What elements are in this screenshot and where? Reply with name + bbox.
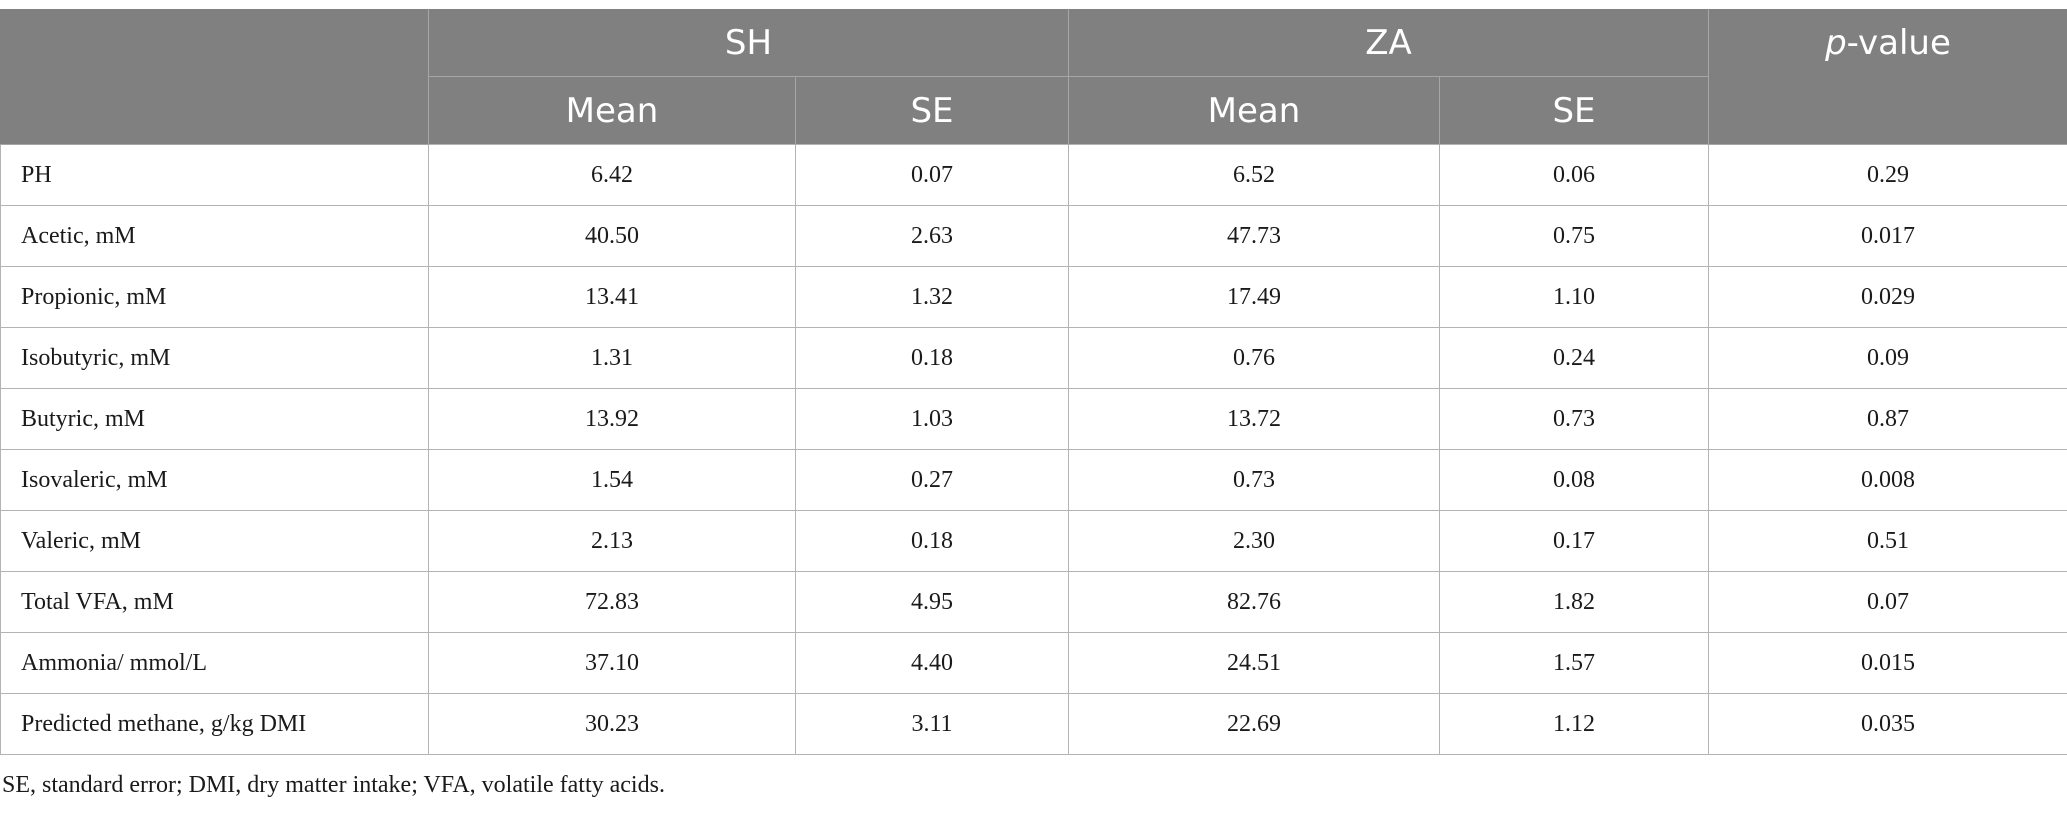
sh-se-cell: 0.07 (795, 144, 1069, 206)
sh-mean-cell: 37.10 (428, 632, 796, 694)
pvalue-cell: 0.008 (1708, 449, 2067, 511)
sh-se-cell: 0.18 (795, 327, 1069, 389)
row-label: Butyric, mM (0, 388, 429, 450)
row-label: Acetic, mM (0, 205, 429, 267)
table-row: Isobutyric, mM 1.31 0.18 0.76 0.24 0.09 (0, 327, 2067, 389)
table-row: Ammonia/ mmol/L 37.10 4.40 24.51 1.57 0.015 (0, 632, 2067, 694)
pvalue-cell: 0.017 (1708, 205, 2067, 267)
sh-mean-cell: 2.13 (428, 510, 796, 572)
sh-se-cell: 0.18 (795, 510, 1069, 572)
table-row: Valeric, mM 2.13 0.18 2.30 0.17 0.51 (0, 510, 2067, 572)
sh-se-cell: 4.40 (795, 632, 1069, 694)
table-row: Isovaleric, mM 1.54 0.27 0.73 0.08 0.008 (0, 449, 2067, 511)
header-pvalue: p-value (1708, 9, 2067, 145)
sh-mean-cell: 40.50 (428, 205, 796, 267)
table-row: Total VFA, mM 72.83 4.95 82.76 1.82 0.07 (0, 571, 2067, 633)
results-table: SH ZA p-value Mean SE Mean SE PH 6.42 0.07… (0, 9, 2067, 755)
header-row-groups: SH ZA p-value (0, 9, 2067, 145)
za-se-cell: 0.17 (1439, 510, 1709, 572)
pvalue-cell: 0.035 (1708, 693, 2067, 755)
pvalue-cell: 0.09 (1708, 327, 2067, 389)
row-label: Isovaleric, mM (0, 449, 429, 511)
za-mean-cell: 17.49 (1068, 266, 1440, 328)
header-za-se: SE (1439, 76, 1709, 145)
sh-se-cell: 2.63 (795, 205, 1069, 267)
sh-mean-cell: 13.92 (428, 388, 796, 450)
za-mean-cell: 0.73 (1068, 449, 1440, 511)
sh-mean-cell: 72.83 (428, 571, 796, 633)
row-label: PH (0, 144, 429, 206)
sh-se-cell: 1.03 (795, 388, 1069, 450)
row-label: Predicted methane, g/kg DMI (0, 693, 429, 755)
za-se-cell: 0.73 (1439, 388, 1709, 450)
header-sh-mean: Mean (428, 76, 796, 145)
row-label: Ammonia/ mmol/L (0, 632, 429, 694)
header-sh-se: SE (795, 76, 1069, 145)
za-mean-cell: 47.73 (1068, 205, 1440, 267)
row-label: Valeric, mM (0, 510, 429, 572)
table-row: Propionic, mM 13.41 1.32 17.49 1.10 0.029 (0, 266, 2067, 328)
za-mean-cell: 82.76 (1068, 571, 1440, 633)
pvalue-cell: 0.029 (1708, 266, 2067, 328)
sh-mean-cell: 6.42 (428, 144, 796, 206)
sh-mean-cell: 1.54 (428, 449, 796, 511)
row-label: Total VFA, mM (0, 571, 429, 633)
za-mean-cell: 24.51 (1068, 632, 1440, 694)
za-se-cell: 1.82 (1439, 571, 1709, 633)
za-mean-cell: 0.76 (1068, 327, 1440, 389)
sh-mean-cell: 30.23 (428, 693, 796, 755)
za-mean-cell: 22.69 (1068, 693, 1440, 755)
za-se-cell: 0.06 (1439, 144, 1709, 206)
table-header: SH ZA p-value Mean SE Mean SE (0, 9, 2067, 145)
za-mean-cell: 2.30 (1068, 510, 1440, 572)
header-za-mean: Mean (1068, 76, 1440, 145)
header-pvalue-italic: p (1825, 23, 1847, 63)
za-mean-cell: 13.72 (1068, 388, 1440, 450)
table-body: PH 6.42 0.07 6.52 0.06 0.29 Acetic, mM 40.50 2.6… (0, 144, 2067, 755)
za-se-cell: 1.10 (1439, 266, 1709, 328)
za-mean-cell: 6.52 (1068, 144, 1440, 206)
za-se-cell: 1.12 (1439, 693, 1709, 755)
table-row: Acetic, mM 40.50 2.63 47.73 0.75 0.017 (0, 205, 2067, 267)
header-corner-cell (0, 9, 429, 145)
sh-mean-cell: 13.41 (428, 266, 796, 328)
pvalue-cell: 0.87 (1708, 388, 2067, 450)
sh-se-cell: 0.27 (795, 449, 1069, 511)
za-se-cell: 0.24 (1439, 327, 1709, 389)
row-label: Isobutyric, mM (0, 327, 429, 389)
pvalue-cell: 0.015 (1708, 632, 2067, 694)
table-row: PH 6.42 0.07 6.52 0.06 0.29 (0, 144, 2067, 206)
sh-mean-cell: 1.31 (428, 327, 796, 389)
pvalue-cell: 0.29 (1708, 144, 2067, 206)
sh-se-cell: 3.11 (795, 693, 1069, 755)
za-se-cell: 0.08 (1439, 449, 1709, 511)
sh-se-cell: 1.32 (795, 266, 1069, 328)
pvalue-cell: 0.07 (1708, 571, 2067, 633)
za-se-cell: 0.75 (1439, 205, 1709, 267)
pvalue-cell: 0.51 (1708, 510, 2067, 572)
za-se-cell: 1.57 (1439, 632, 1709, 694)
table-row: Butyric, mM 13.92 1.03 13.72 0.73 0.87 (0, 388, 2067, 450)
table-row: Predicted methane, g/kg DMI 30.23 3.11 22.6… (0, 693, 2067, 755)
header-group-za: ZA (1068, 9, 1709, 77)
header-pvalue-suffix: -value (1846, 23, 1951, 63)
header-row-stats: Mean SE Mean SE (1, 76, 2067, 145)
row-label: Propionic, mM (0, 266, 429, 328)
sh-se-cell: 4.95 (795, 571, 1069, 633)
table-footnote: SE, standard error; DMI, dry matter inta… (2, 772, 665, 798)
header-group-sh: SH (428, 9, 1069, 77)
